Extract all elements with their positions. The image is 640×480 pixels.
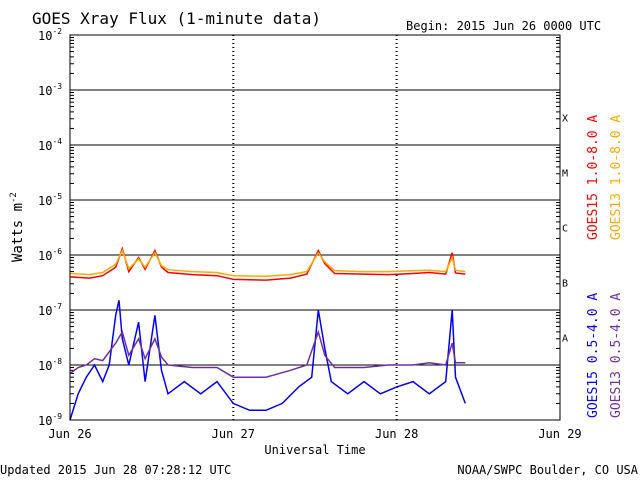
x-tick-label-0: Jun 26 <box>48 427 91 441</box>
legend: GOES15 1.0-8.0 A GOES13 1.0-8.0 A GOES15 0… <box>586 115 624 418</box>
y-tick-label-0: 10-9 <box>38 412 62 428</box>
y-tick-label-6: 10-3 <box>38 82 62 98</box>
y-axis-label: Watts m-2 <box>9 192 26 262</box>
x-tick-labels: Jun 26 Jun 27 Jun 28 Jun 29 <box>48 427 581 441</box>
legend-entry-1: GOES13 1.0-8.0 A <box>609 115 624 240</box>
series-lines <box>69 246 467 421</box>
y-tick-label-4: 10-5 <box>38 192 62 208</box>
flare-class-A: A <box>562 334 568 345</box>
y-axis-label-text: Watts m <box>10 203 26 262</box>
y-tick-labels: 10-9 10-8 10-7 10-6 10-5 10-4 10-3 10-2 <box>38 27 62 428</box>
series-line-2 <box>69 300 467 421</box>
flare-class-labels: A B C M X <box>562 114 568 345</box>
flare-class-X: X <box>562 114 568 125</box>
series-line-0 <box>69 246 466 281</box>
y-tick-label-2: 10-7 <box>38 302 62 318</box>
x-tick-label-1: Jun 27 <box>212 427 255 441</box>
credit-label: NOAA/SWPC Boulder, CO USA <box>457 463 638 477</box>
legend-entry-0: GOES15 1.0-8.0 A <box>586 115 601 240</box>
x-tick-label-2: Jun 28 <box>375 427 418 441</box>
legend-entry-2: GOES15 0.5-4.0 A <box>586 293 601 418</box>
flare-class-B: B <box>562 279 568 290</box>
y-tick-label-3: 10-6 <box>38 247 62 263</box>
plot-frame <box>69 34 561 421</box>
series-line-3 <box>69 329 466 378</box>
x-tick-label-3: Jun 29 <box>538 427 581 441</box>
y-tick-label-5: 10-4 <box>38 137 62 153</box>
series-line-1 <box>69 248 466 278</box>
begin-label: Begin: 2015 Jun 26 0000 UTC <box>406 19 601 33</box>
flare-class-M: M <box>562 169 568 180</box>
legend-entry-3: GOES13 0.5-4.0 A <box>609 293 624 418</box>
y-axis-label-exp: -2 <box>9 192 19 203</box>
x-axis-label: Universal Time <box>264 443 365 457</box>
updated-timestamp: Updated 2015 Jun 28 07:28:12 UTC <box>0 463 231 477</box>
chart-title: GOES Xray Flux (1-minute data) <box>32 9 321 28</box>
y-tick-label-7: 10-2 <box>38 27 62 43</box>
flare-class-C: C <box>562 224 568 235</box>
y-tick-label-1: 10-8 <box>38 357 62 373</box>
